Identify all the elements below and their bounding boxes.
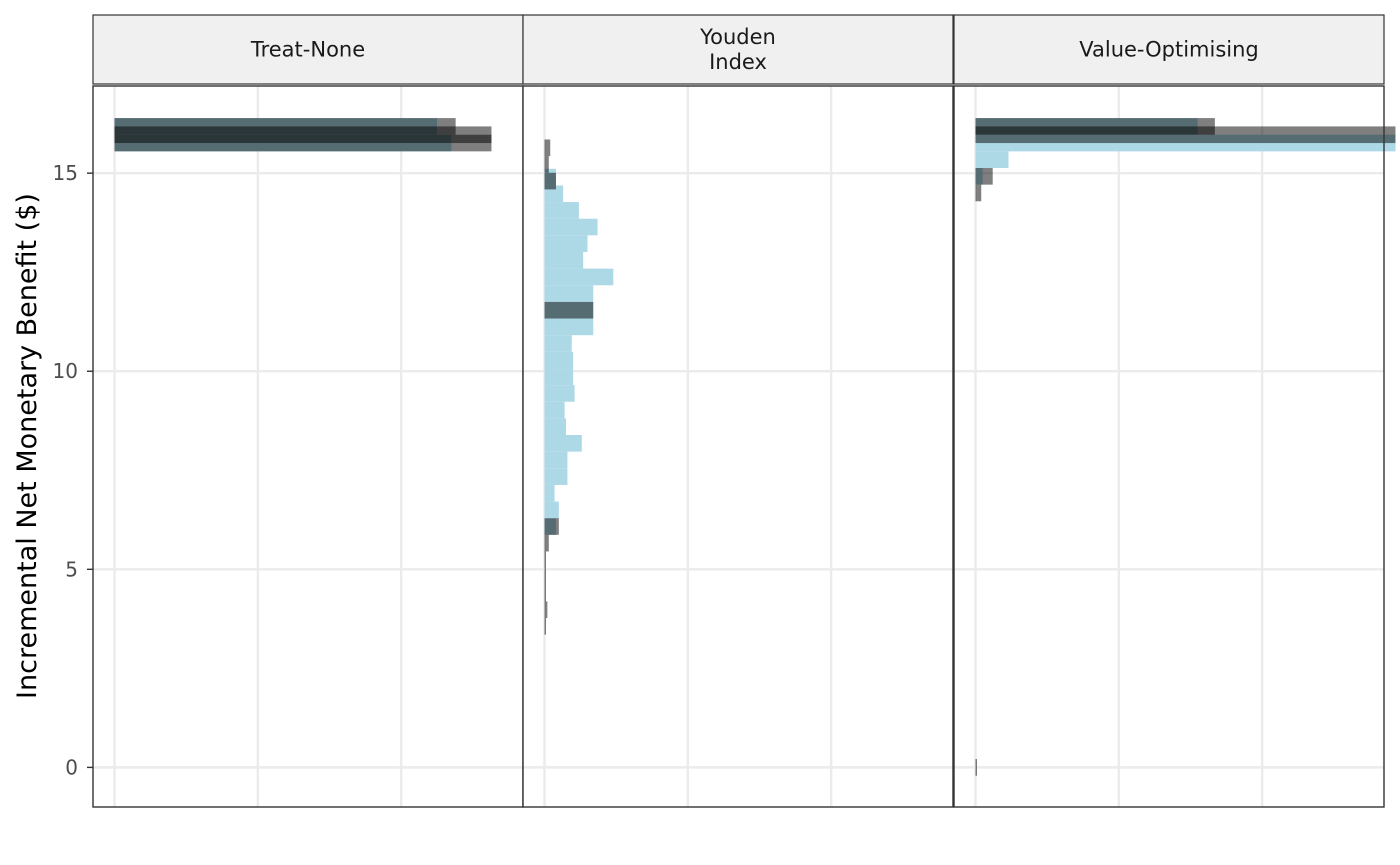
bar-series-a	[544, 451, 568, 469]
panel-background	[93, 86, 523, 807]
strip-label: Value-Optimising	[1079, 38, 1258, 62]
bar-series-b	[544, 584, 546, 602]
bar-series-b	[544, 518, 559, 535]
strip-label: Treat-None	[250, 38, 365, 62]
bar-series-b	[544, 301, 594, 319]
y-tick-label: 10	[53, 359, 78, 383]
bar-series-a	[544, 418, 566, 436]
y-tick-label: 0	[65, 755, 78, 779]
bar-series-a	[544, 435, 582, 452]
bar-series-b	[544, 551, 546, 569]
panel-border	[522, 85, 954, 808]
bar-series-a	[544, 468, 568, 485]
bar-series-a	[544, 285, 594, 302]
y-axis-title: Incremental Net Monetary Benefit ($)	[12, 193, 43, 699]
gridlines	[93, 86, 523, 807]
gridlines	[954, 86, 1384, 807]
series-b-bars	[114, 118, 492, 152]
bar-series-a	[544, 235, 588, 252]
facet-panel: Value-Optimising	[953, 14, 1396, 808]
bar-series-b	[114, 134, 492, 152]
bar-series-a	[975, 151, 1009, 169]
bar-series-b	[544, 156, 549, 173]
bar-series-b	[544, 601, 548, 619]
bar-series-a	[544, 501, 559, 519]
bar-series-a	[544, 401, 565, 419]
facet-strip: Treat-None	[92, 14, 524, 85]
bar-series-b	[544, 139, 551, 157]
bar-series-a	[544, 484, 555, 502]
bar-series-b	[544, 172, 556, 190]
bar-series-a	[544, 385, 575, 402]
bar-series-b	[975, 759, 977, 776]
bar-series-a	[544, 351, 574, 369]
series-b-bars	[975, 118, 1396, 776]
panel-background	[954, 86, 1384, 807]
y-axis: 0 5 10 15	[53, 161, 93, 779]
bar-series-a	[544, 368, 574, 386]
panel-background	[523, 86, 953, 807]
bar-series-a	[544, 218, 598, 236]
bar-series-a	[544, 335, 572, 352]
bar-series-a	[544, 268, 614, 286]
bar-series-a	[544, 185, 564, 203]
strip-background	[522, 14, 954, 85]
bar-series-b	[544, 618, 546, 635]
panel-border	[953, 85, 1385, 808]
facet-strip: Value-Optimising	[953, 14, 1385, 85]
bar-series-b	[975, 126, 1396, 144]
y-tick-label: 5	[65, 557, 78, 581]
bar-series-a	[544, 318, 594, 336]
bar-series-b	[975, 168, 993, 185]
strip-background	[92, 14, 524, 85]
y-tick-label: 15	[53, 161, 78, 185]
strip-label: Index	[709, 50, 767, 74]
bar-series-a	[544, 251, 584, 269]
strip-label: Youden	[699, 25, 776, 49]
bar-series-b	[975, 184, 982, 202]
strip-background	[953, 14, 1385, 85]
facet-panel: Treat-None	[92, 14, 524, 808]
bar-series-a	[544, 202, 579, 219]
series-b-bars	[544, 139, 594, 635]
bar-series-b	[544, 534, 549, 552]
bar-series-b	[544, 568, 546, 585]
